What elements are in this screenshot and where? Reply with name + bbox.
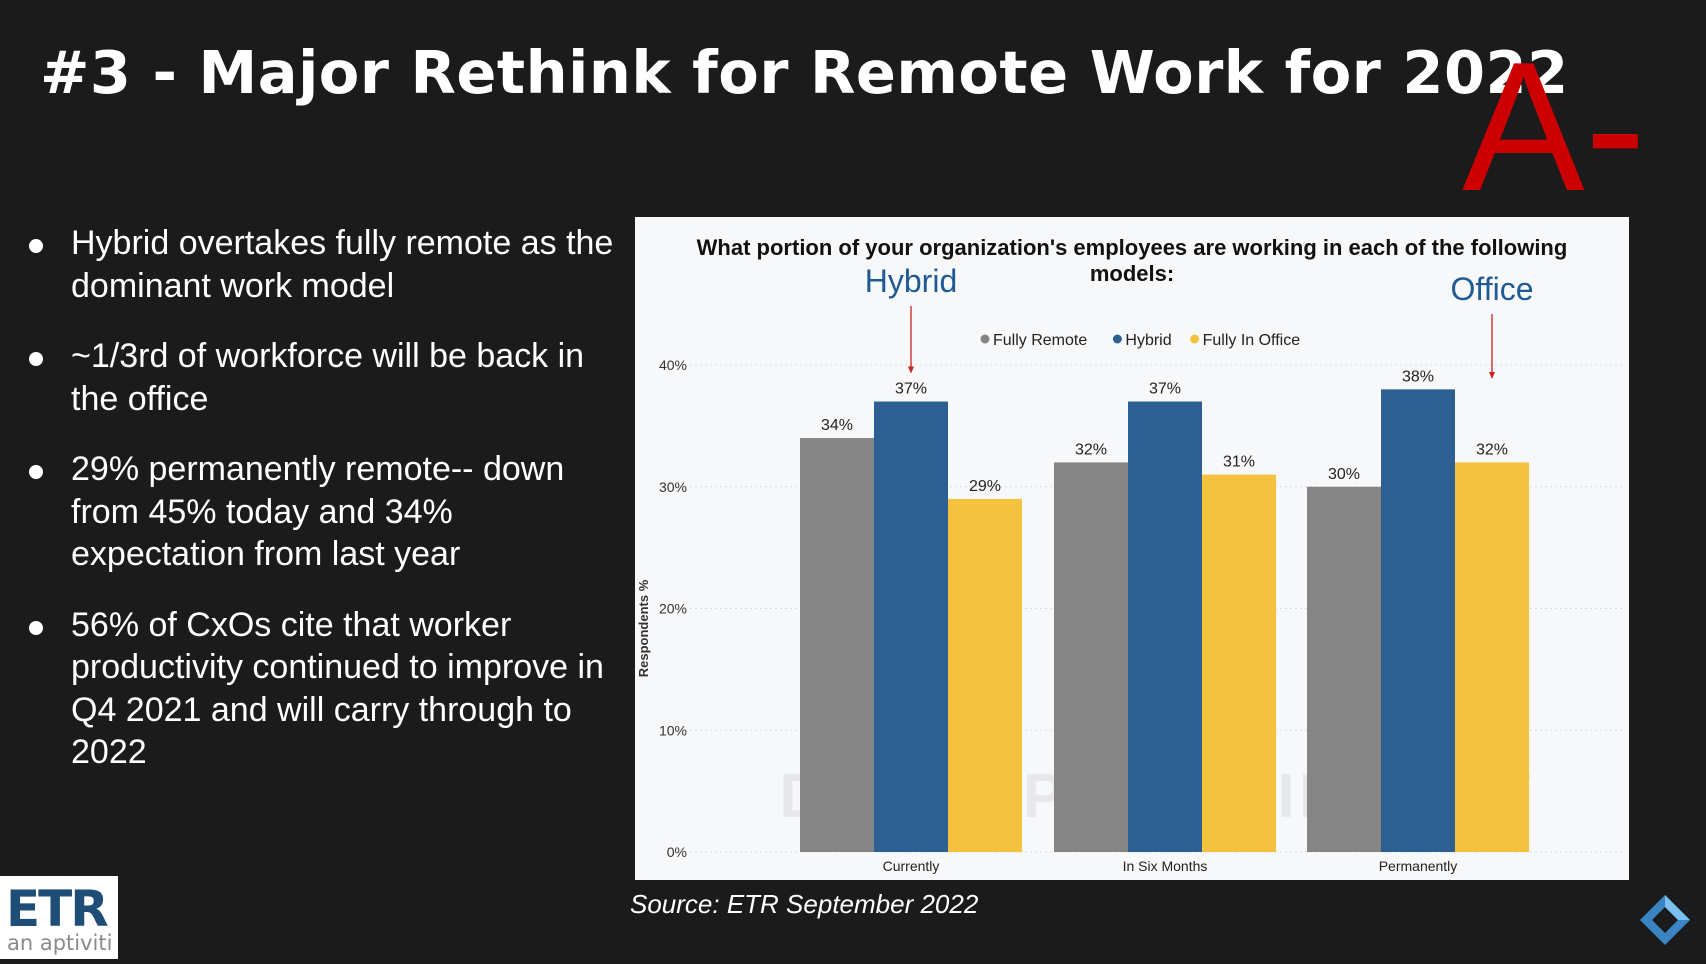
data-label: 38%: [1402, 368, 1434, 385]
callout-label: Office: [1451, 271, 1534, 307]
x-tick-label: Permanently: [1379, 858, 1458, 874]
x-tick-label: Currently: [883, 858, 940, 874]
bar: [1054, 462, 1128, 852]
y-tick-label: 40%: [659, 357, 687, 373]
data-label: 37%: [1149, 381, 1181, 398]
y-tick-label: 30%: [659, 479, 687, 495]
legend-marker: [1190, 334, 1200, 344]
data-label: 32%: [1476, 441, 1508, 458]
data-label: 30%: [1328, 466, 1360, 483]
bullet-dot-icon: [29, 239, 43, 253]
bar: [800, 438, 874, 852]
etr-logo-subtext: an aptiviti: [7, 931, 112, 955]
bar: [1202, 474, 1276, 852]
bullet-list: Hybrid overtakes fully remote as the dom…: [26, 222, 626, 802]
bullet-dot-icon: [29, 465, 43, 479]
bullet-item: 29% permanently remote-- down from 45% t…: [26, 448, 626, 576]
source-caption: Source: ETR September 2022: [630, 889, 979, 919]
bar: [874, 401, 948, 852]
bullet-item: ~1/3rd of workforce will be back in the …: [26, 335, 626, 420]
diamond-logo-icon: [1640, 895, 1690, 945]
bullet-text: 56% of CxOs cite that worker productivit…: [71, 605, 604, 772]
bullet-dot-icon: [29, 352, 43, 366]
bullet-text: Hybrid overtakes fully remote as the dom…: [71, 224, 614, 305]
bullet-item: Hybrid overtakes fully remote as the dom…: [26, 222, 626, 307]
y-axis-label: Respondents %: [636, 579, 651, 677]
data-label: 34%: [821, 417, 853, 434]
callout-label: Hybrid: [865, 263, 957, 299]
bullet-dot-icon: [29, 620, 43, 635]
callout-arrow-icon: [1489, 372, 1495, 379]
grade-mark: A-: [1462, 40, 1646, 200]
bar-chart: DATA SPEAKS IMPACTWhat portion of your o…: [636, 235, 1625, 874]
data-label: 32%: [1075, 441, 1107, 458]
slide-title: #3 - Major Rethink for Remote Work for 2…: [40, 38, 1569, 107]
legend-label: Fully Remote: [993, 332, 1087, 349]
bar: [1307, 486, 1381, 852]
x-tick-label: In Six Months: [1123, 858, 1208, 874]
data-label: 29%: [969, 478, 1001, 495]
bullet-item: 56% of CxOs cite that worker productivit…: [26, 604, 626, 774]
etr-logo: ETR an aptiviti: [0, 876, 118, 959]
y-tick-label: 20%: [659, 601, 687, 617]
data-label: 37%: [895, 381, 927, 398]
legend-marker: [980, 334, 990, 344]
callout-arrow-icon: [908, 366, 914, 374]
bar: [948, 498, 1022, 852]
y-tick-label: 10%: [659, 722, 687, 738]
legend-label: Fully In Office: [1203, 332, 1301, 349]
legend-marker: [1112, 334, 1122, 344]
chart-panel: DATA SPEAKS IMPACTWhat portion of your o…: [635, 217, 1629, 880]
bullet-text: 29% permanently remote-- down from 45% t…: [71, 450, 565, 573]
bullet-text: ~1/3rd of workforce will be back in the …: [71, 337, 585, 418]
y-tick-label: 0%: [667, 844, 687, 860]
etr-logo-text: ETR: [6, 880, 108, 938]
chart-title-line: What portion of your organization's empl…: [697, 235, 1568, 260]
bar: [1455, 462, 1529, 852]
bar: [1381, 389, 1455, 852]
chart-title-line: models:: [1090, 261, 1174, 286]
legend-label: Hybrid: [1125, 332, 1171, 349]
data-label: 31%: [1223, 454, 1255, 471]
etr-logo-mark: ETR an aptiviti: [6, 880, 112, 955]
grade-text: A-: [1462, 40, 1646, 200]
chart-title: What portion of your organization's empl…: [697, 235, 1568, 286]
bar: [1128, 401, 1202, 852]
